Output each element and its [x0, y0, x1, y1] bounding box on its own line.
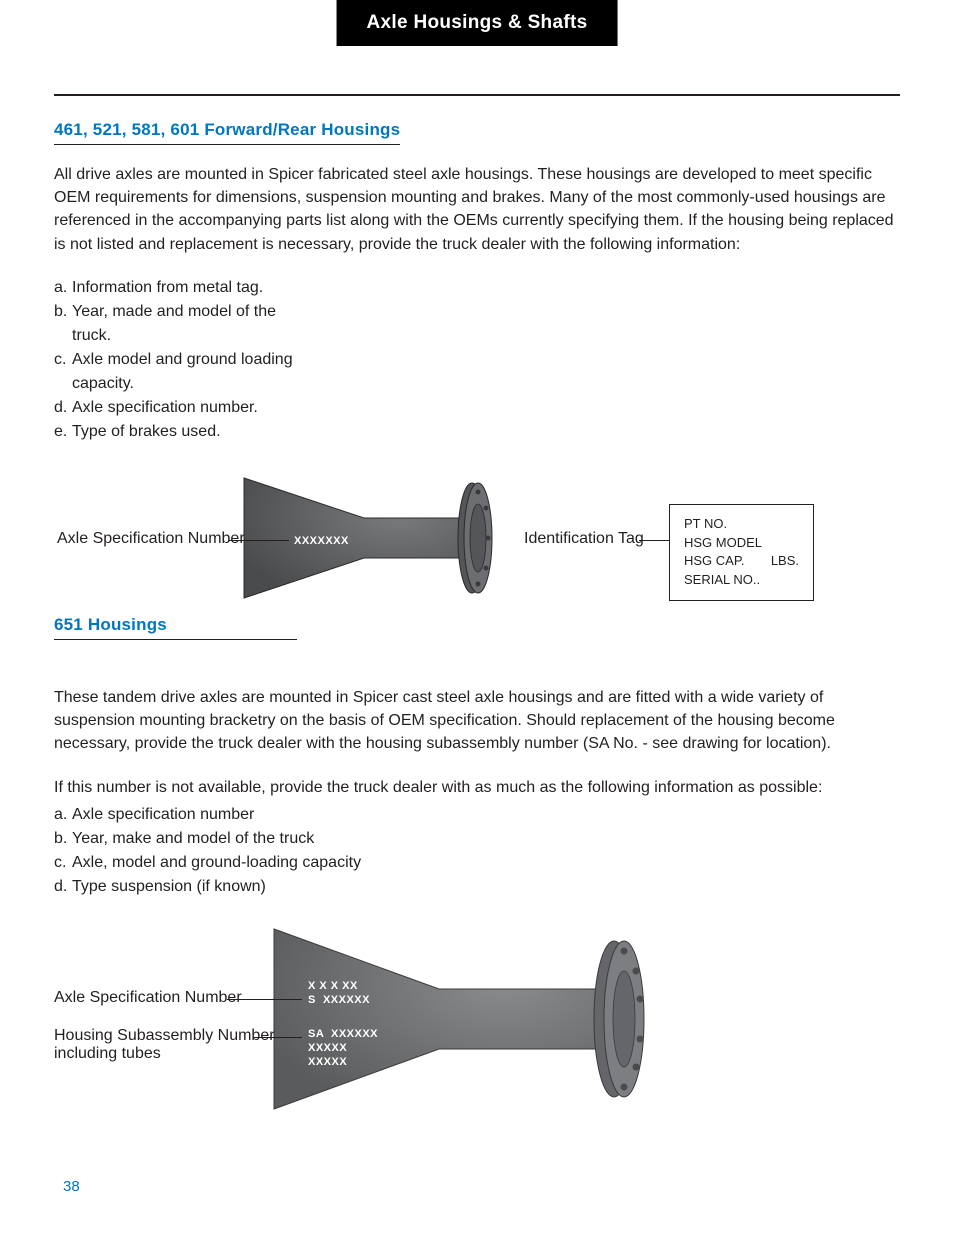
list-item: c.Axle, model and ground-loading capacit…	[54, 851, 900, 875]
connector-line	[639, 540, 669, 541]
housing-sub-label-a: Housing Subassembly Number	[54, 1027, 275, 1045]
axle-spec-label: Axle Specification Number	[57, 530, 245, 548]
section-2: 651 Housings These tandem drive axles ar…	[54, 615, 900, 1139]
top-rule	[54, 94, 900, 96]
section2-para2: If this number is not available, provide…	[54, 776, 900, 799]
connector-line	[227, 999, 302, 1000]
list-item: d.Axle specification number.	[54, 396, 900, 420]
page-header-tab: Axle Housings & Shafts	[337, 0, 618, 46]
list-item: d.Type suspension (if known)	[54, 875, 900, 899]
identification-tag-box: PT NO. HSG MODEL HSG CAP. LBS. SERIAL NO…	[669, 504, 814, 601]
diagram-1: Axle Specification Number XXXXXXX Identi…	[54, 468, 900, 628]
connector-line	[254, 1037, 302, 1038]
section1-list: a.Information from metal tag. b.Year, ma…	[54, 276, 900, 444]
list-item: c.Axle model and ground loading capacity…	[54, 348, 900, 396]
list-item: a.Axle specification number	[54, 803, 900, 827]
list-item: e.Type of brakes used.	[54, 420, 900, 444]
housing-sub-label-b: including tubes	[54, 1045, 275, 1063]
section2-title: 651 Housings	[54, 615, 297, 640]
id-tag-label: Identification Tag	[524, 530, 644, 548]
tag-line: HSG CAP. LBS.	[684, 552, 799, 571]
section1-title: 461, 521, 581, 601 Forward/Rear Housings	[54, 120, 400, 145]
section2-list: a.Axle specification number b.Year, make…	[54, 803, 900, 899]
axle-housing-icon	[264, 919, 664, 1119]
axle-spec-value: XXXXXXX	[294, 534, 349, 548]
diagram-2: Axle Specification Number Housing Subass…	[54, 919, 900, 1139]
list-item: a.Information from metal tag.	[54, 276, 900, 300]
tag-line: SERIAL NO..	[684, 571, 799, 590]
spec-values: X X X XX S XXXXXX	[308, 979, 370, 1008]
tag-line: PT NO.	[684, 515, 799, 534]
connector-line	[229, 540, 289, 541]
section-1: 461, 521, 581, 601 Forward/Rear Housings…	[54, 120, 900, 658]
axle-spec-label-2: Axle Specification Number	[54, 989, 242, 1007]
tag-line: HSG MODEL	[684, 534, 799, 553]
axle-housing-icon	[234, 468, 504, 608]
section1-intro: All drive axles are mounted in Spicer fa…	[54, 163, 900, 256]
sub-values: SA XXXXXX XXXXX XXXXX	[308, 1027, 378, 1070]
list-item: b.Year, make and model of the truck	[54, 827, 900, 851]
list-item: b.Year, made and model of the truck.	[54, 300, 900, 348]
section2-para1: These tandem drive axles are mounted in …	[54, 686, 900, 756]
page-number: 38	[63, 1178, 80, 1195]
